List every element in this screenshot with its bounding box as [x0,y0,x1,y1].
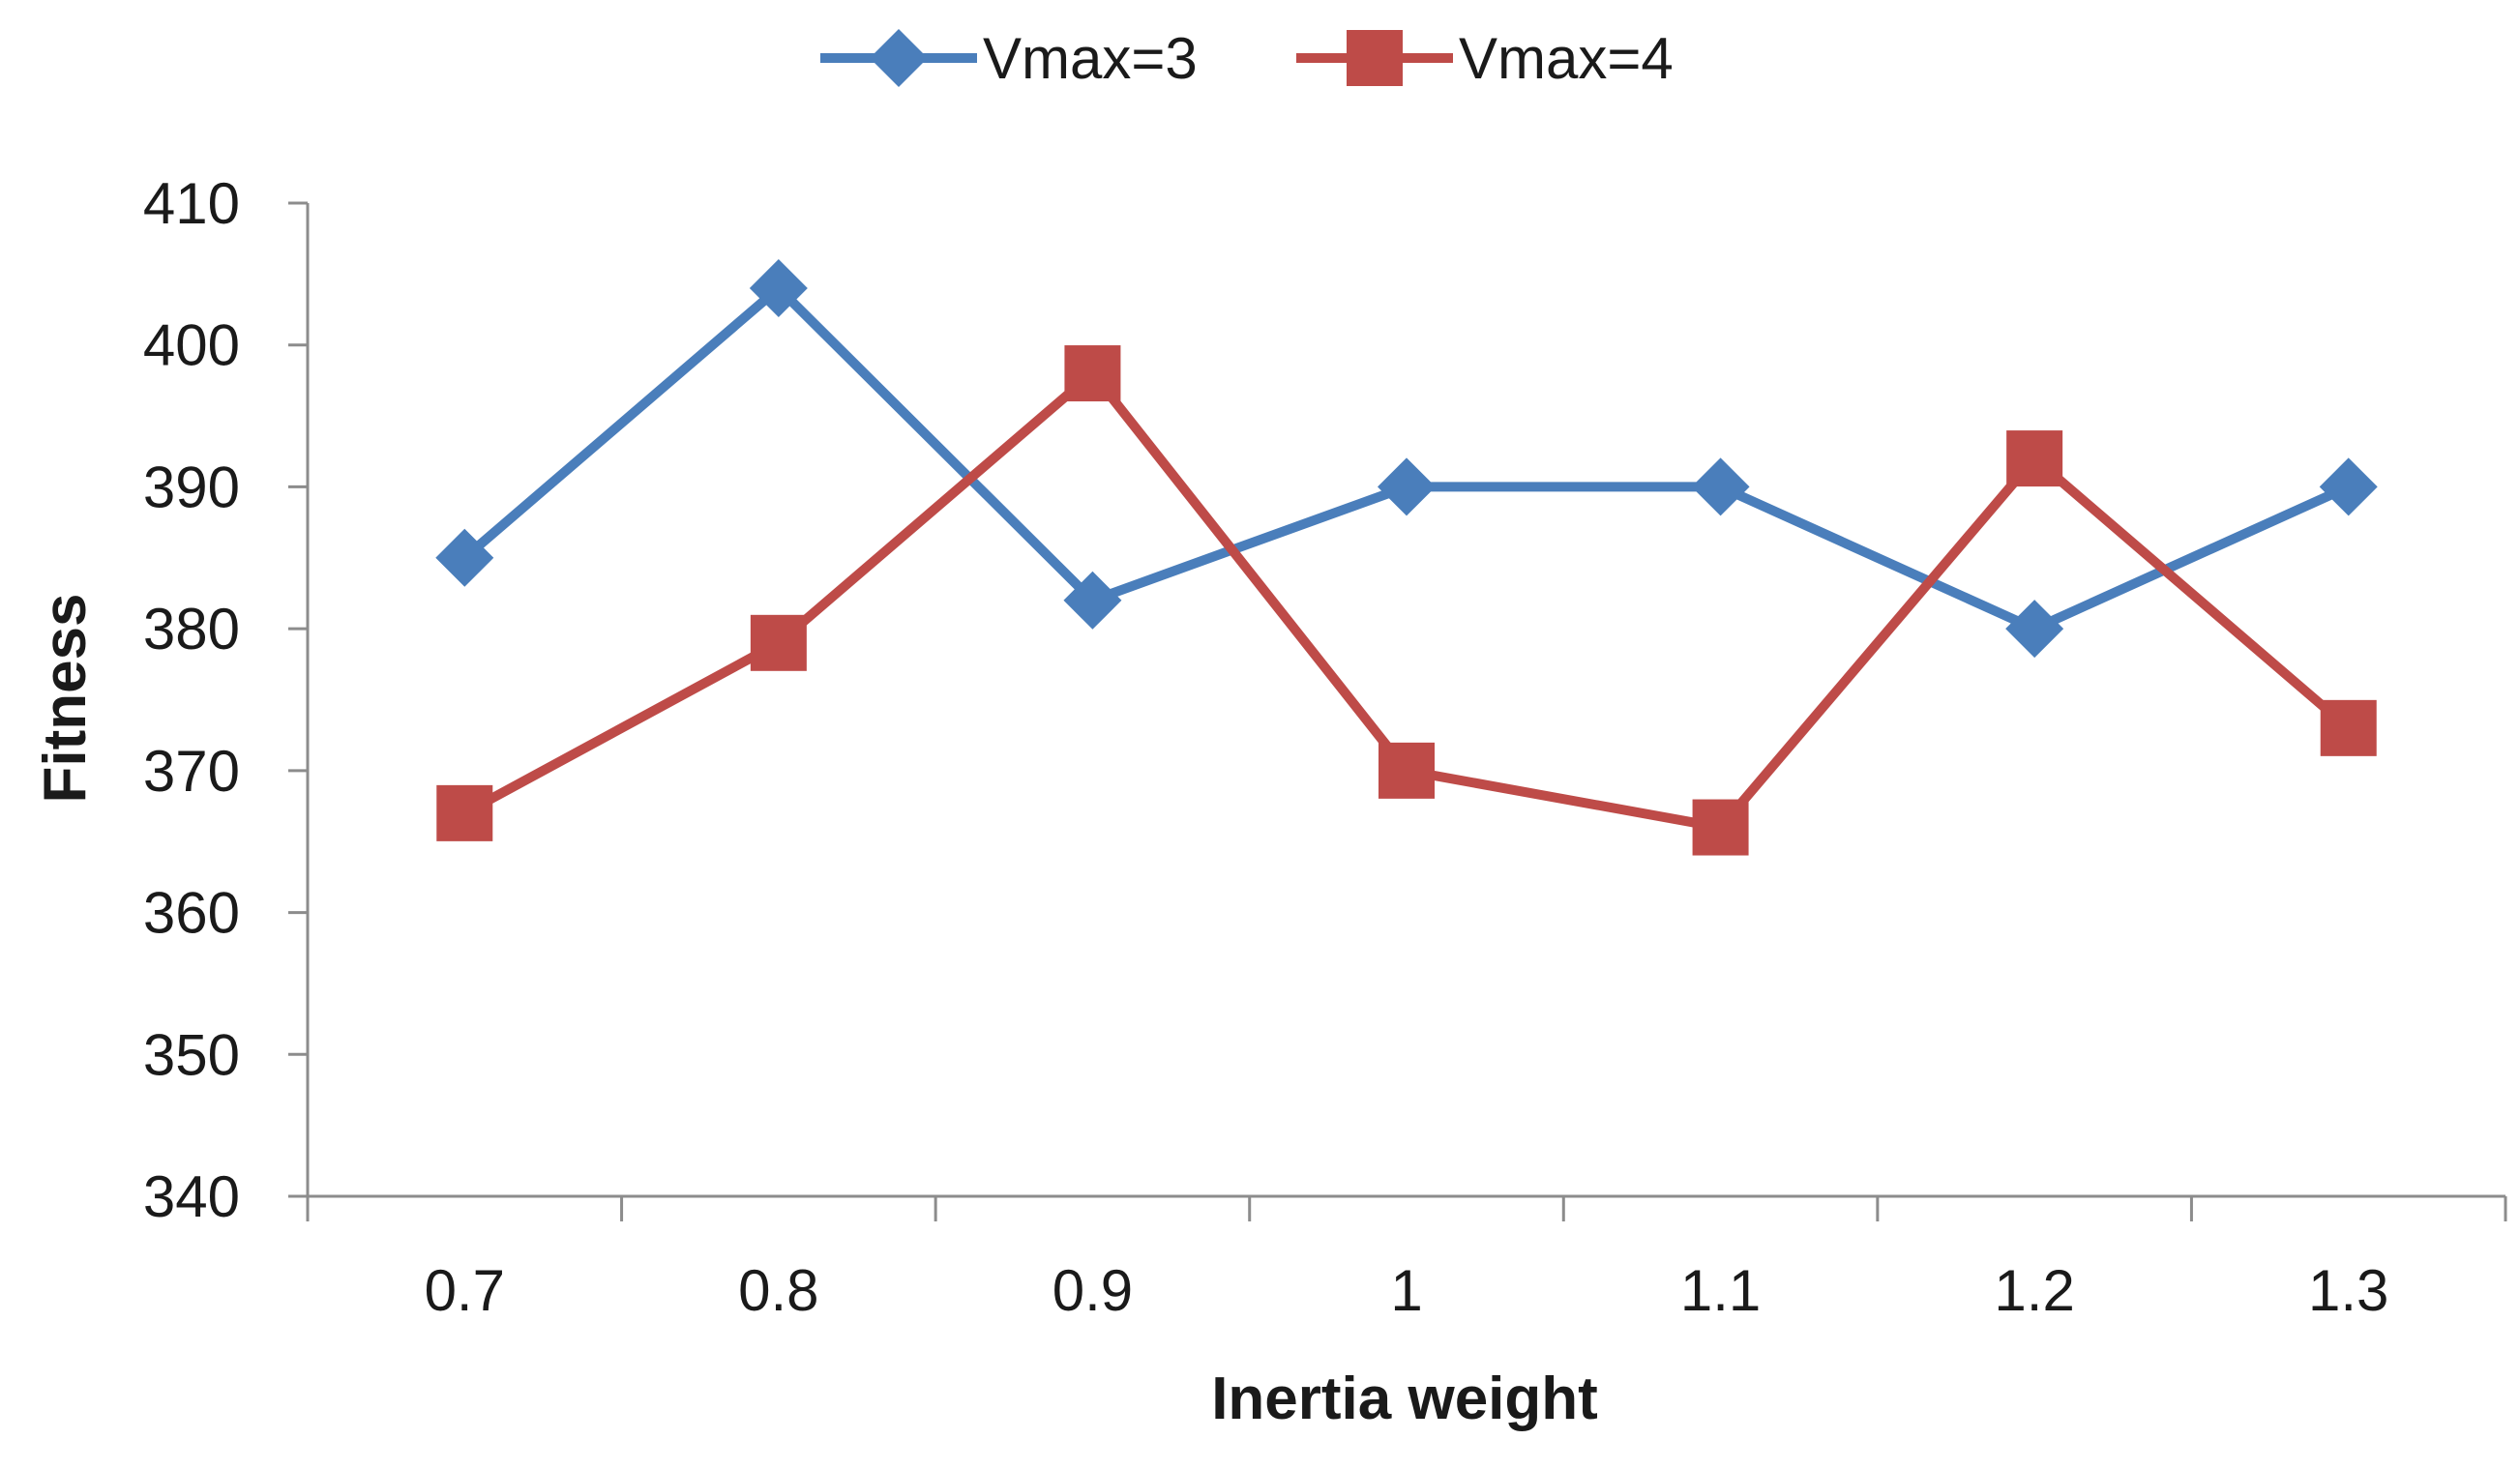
x-tick-label: 1.1 [1680,1258,1761,1323]
data-point [2320,699,2377,756]
y-tick-label: 340 [143,1164,240,1229]
y-tick-label: 390 [143,455,240,519]
legend-item: Vmax=4 [1296,26,1674,91]
x-tick-label: 1.2 [1994,1258,2074,1323]
legend-marker [870,29,928,87]
data-point [1692,799,1749,856]
x-tick-label: 1.3 [2308,1258,2388,1323]
x-tick-label: 0.8 [738,1258,818,1323]
data-point [2005,600,2064,659]
series-1 [435,259,2378,659]
legend-marker [1347,30,1403,86]
y-tick-label: 360 [143,881,240,946]
data-point [1691,457,1750,516]
legend-label: Vmax=3 [983,26,1198,91]
y-tick-label: 350 [143,1022,240,1087]
data-point [2319,457,2378,516]
y-axis-title: Fitness [32,593,99,803]
x-tick-label: 1 [1390,1258,1422,1323]
data-point [749,259,808,318]
data-point [2006,430,2063,487]
y-tick-label: 370 [143,739,240,804]
x-tick-label: 0.7 [425,1258,505,1323]
x-tick-label: 0.9 [1052,1258,1133,1323]
y-tick-label: 410 [143,171,240,236]
y-tick-label: 400 [143,313,240,378]
data-point [435,528,494,587]
series-2 [436,345,2377,856]
x-axis-title: Inertia weight [1211,1366,1598,1432]
y-axis: 340 350 360 370 380 390 400 410 [143,171,310,1229]
data-point [436,784,493,841]
legend-item: Vmax=3 [820,26,1198,91]
series-layer [435,259,2378,856]
data-point [1378,457,1436,516]
data-point [1063,571,1122,630]
data-point [750,614,807,671]
legend-label: Vmax=4 [1459,26,1674,91]
x-axis: 0.7 0.8 0.9 1 1.1 1.2 1.3 [306,1194,2507,1323]
data-point [1379,742,1435,799]
data-point [1064,345,1121,402]
y-tick-label: 380 [143,597,240,661]
legend: Vmax=3 Vmax=4 [820,26,1674,91]
